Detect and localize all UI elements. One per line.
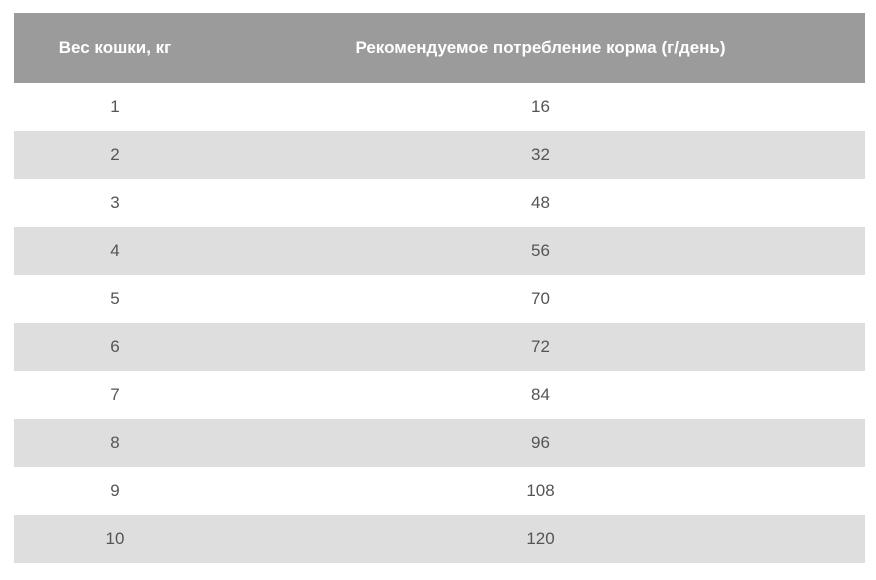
cell-cat-weight: 2 bbox=[110, 145, 120, 164]
table-row: 6 72 bbox=[14, 323, 865, 371]
table-row: 2 32 bbox=[14, 131, 865, 179]
table-row: 10 120 bbox=[14, 515, 865, 563]
cell-cat-weight: 5 bbox=[110, 289, 120, 308]
cell-cat-weight: 3 bbox=[110, 193, 120, 212]
table-body: 1 16 2 32 3 48 4 56 5 70 6 72 7 84 8 96 9 108 10 120 bbox=[14, 83, 865, 563]
cell-food-intake: 16 bbox=[531, 97, 550, 116]
cell-food-intake: 32 bbox=[531, 145, 550, 164]
cell-cat-weight: 4 bbox=[110, 241, 120, 260]
cell-food-intake: 56 bbox=[531, 241, 550, 260]
header-food-intake: Рекомендуемое потребление корма (г/день) bbox=[355, 38, 726, 57]
cell-food-intake: 72 bbox=[531, 337, 550, 356]
table-row: 9 108 bbox=[14, 467, 865, 515]
table-row: 4 56 bbox=[14, 227, 865, 275]
cell-food-intake: 120 bbox=[526, 529, 555, 548]
cell-food-intake: 84 bbox=[531, 385, 550, 404]
cell-cat-weight: 6 bbox=[110, 337, 120, 356]
table-row: 5 70 bbox=[14, 275, 865, 323]
table-row: 7 84 bbox=[14, 371, 865, 419]
feeding-table: Вес кошки, кг Рекомендуемое потребление … bbox=[14, 13, 865, 563]
cell-cat-weight: 1 bbox=[110, 97, 120, 116]
table-row: 1 16 bbox=[14, 83, 865, 131]
cell-cat-weight: 10 bbox=[105, 529, 125, 548]
cell-food-intake: 70 bbox=[531, 289, 550, 308]
cell-food-intake: 108 bbox=[526, 481, 555, 500]
cell-food-intake: 48 bbox=[531, 193, 550, 212]
cell-food-intake: 96 bbox=[531, 433, 550, 452]
cell-cat-weight: 7 bbox=[110, 385, 120, 404]
header-cat-weight: Вес кошки, кг bbox=[58, 38, 172, 57]
table-row: 3 48 bbox=[14, 179, 865, 227]
table-header: Вес кошки, кг Рекомендуемое потребление … bbox=[14, 13, 865, 83]
cell-cat-weight: 8 bbox=[110, 433, 120, 452]
table-row: 8 96 bbox=[14, 419, 865, 467]
cell-cat-weight: 9 bbox=[110, 481, 120, 500]
